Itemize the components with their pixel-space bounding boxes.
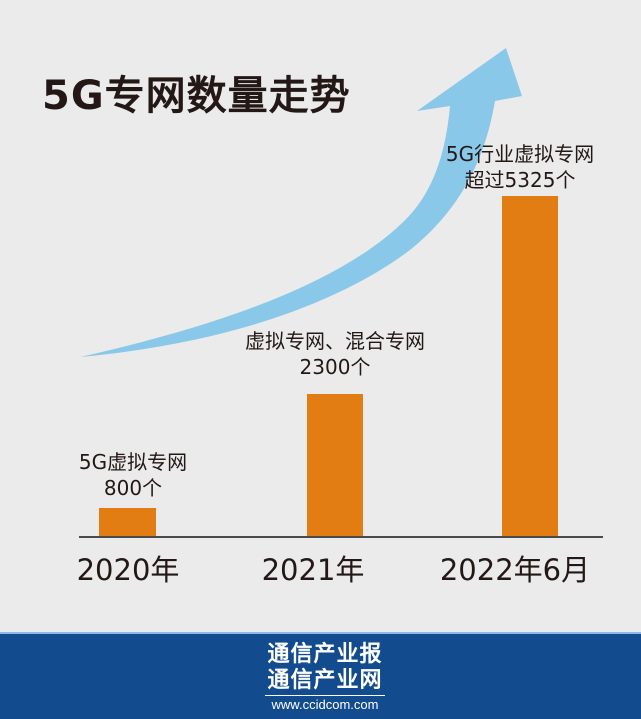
x-axis-line: [79, 536, 603, 538]
footer-banner: 通信产业报 通信产业网 www.ccidcom.com: [0, 632, 641, 719]
bar-label-2022: 5G行业虚拟专网 超过5325个: [425, 141, 615, 193]
bar-label-2021-desc: 虚拟专网、混合专网: [245, 329, 425, 353]
bar-label-2020-value: 800个: [103, 476, 163, 500]
bar-label-2022-desc: 5G行业虚拟专网: [445, 142, 595, 166]
x-tick-2022-06: 2022年6月: [439, 553, 591, 587]
bar-label-2020: 5G虚拟专网 800个: [62, 449, 204, 501]
chart-title: 5G专网数量走势: [42, 73, 351, 119]
bar-label-2020-desc: 5G虚拟专网: [78, 450, 188, 474]
logo-line-1: 通信产业报: [267, 642, 383, 667]
bar-label-2021-value: 2300个: [299, 355, 371, 379]
bar-2020: [99, 508, 156, 537]
logo-line-2: 通信产业网: [267, 668, 383, 693]
bar-2021: [307, 394, 363, 537]
bar-label-2022-value: 超过5325个: [464, 168, 576, 192]
bar-label-2021: 虚拟专网、混合专网 2300个: [225, 328, 445, 380]
bar-2022: [502, 196, 558, 537]
publisher-logo: 通信产业报 通信产业网 www.ccidcom.com: [265, 642, 385, 713]
website-url: www.ccidcom.com: [265, 695, 385, 713]
x-tick-2020: 2020年: [76, 553, 180, 587]
x-tick-2021: 2021年: [261, 553, 365, 587]
